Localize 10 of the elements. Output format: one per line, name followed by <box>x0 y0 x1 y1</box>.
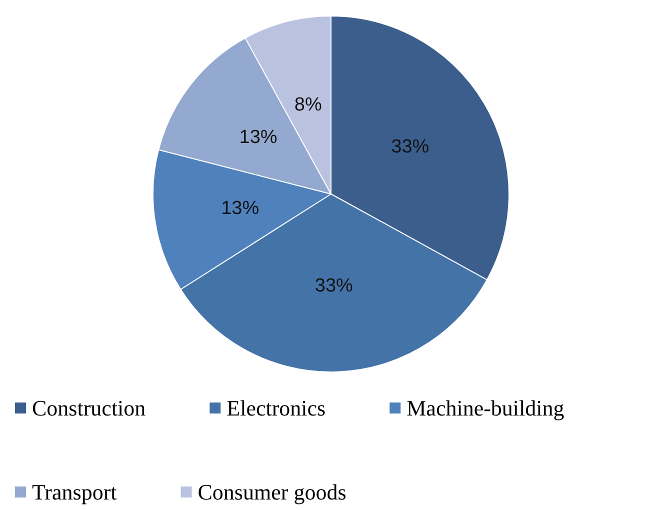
data-label: 8% <box>294 94 322 116</box>
legend-label: Construction <box>32 396 146 420</box>
data-label: 13% <box>221 198 260 219</box>
legend-label: Machine-building <box>406 396 564 420</box>
legend-label: Transport <box>32 480 117 504</box>
legend-label: Electronics <box>226 396 326 420</box>
data-label: 33% <box>314 275 354 296</box>
data-label: 13% <box>239 127 278 148</box>
data-label: 33% <box>391 136 430 158</box>
legend-label: Consumer goods <box>198 480 346 504</box>
